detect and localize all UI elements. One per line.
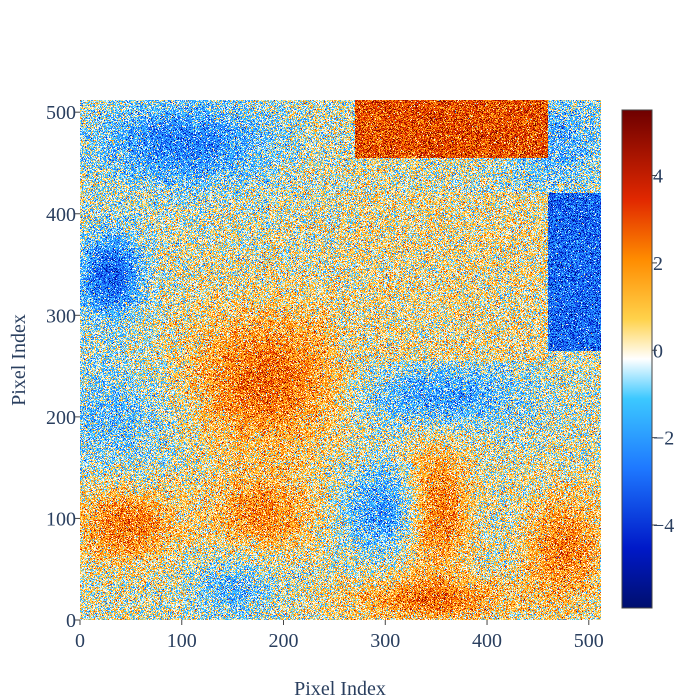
y-axis: 0 100 200 300 400 500 [46,102,80,632]
colorbar-tick-label: 0 [653,340,663,362]
x-axis-title: Pixel Index [294,678,386,700]
x-axis: 0 100 200 300 400 500 [75,620,604,652]
colorbar [621,109,653,609]
x-tick-label: 300 [370,630,400,652]
colorbar-tick-label: −2 [653,428,674,450]
x-tick-label: 0 [75,630,85,652]
y-tick-label: 100 [46,508,76,530]
y-tick-label: 400 [46,204,76,226]
y-tick-label: 300 [46,305,76,327]
y-tick-label: 200 [46,407,76,429]
colorbar-tick-label: 2 [653,253,663,275]
colorbar-tick-label: −4 [653,515,674,537]
heatmap-plot [80,100,601,620]
colorbar-tick-label: 4 [653,166,663,188]
y-axis-title: Pixel Index [8,314,30,406]
x-tick-label: 400 [472,630,502,652]
y-tick-label: 500 [46,102,76,124]
y-tick-label: 0 [66,610,76,632]
x-tick-label: 100 [167,630,197,652]
x-tick-label: 500 [574,630,604,652]
x-tick-label: 200 [269,630,299,652]
colorbar-ticks: 4 2 0 −2 −4 [652,166,674,537]
